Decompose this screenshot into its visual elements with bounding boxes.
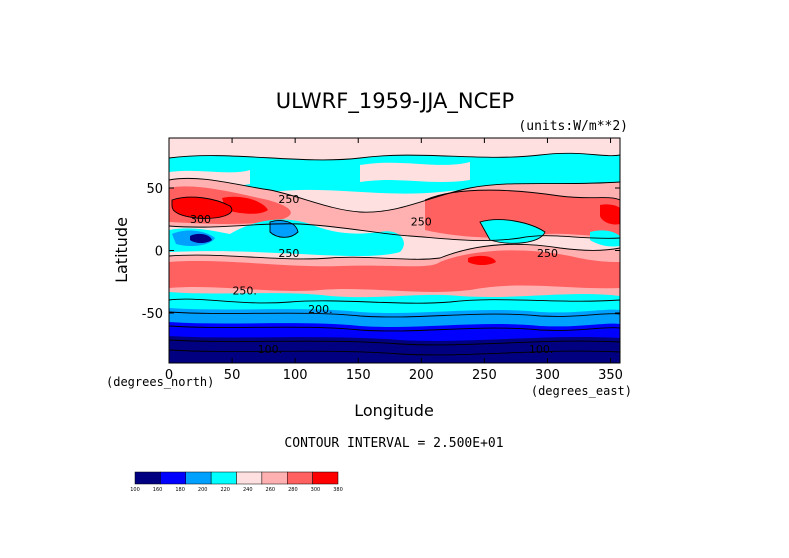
region-south-warm-inner xyxy=(169,250,620,292)
contour-label: 100. xyxy=(529,343,554,356)
colorbar-level-label: 300 xyxy=(311,487,321,493)
colorbar-swatch xyxy=(160,471,186,485)
x-tick-label: 100 xyxy=(283,368,308,383)
y-axis-ticks: 50 0 -50 xyxy=(142,182,620,322)
chart-title: ULWRF_1959-JJA_NCEP xyxy=(276,89,514,114)
y-tick-label: -50 xyxy=(142,307,163,322)
x-axis-ticks: 0 50 100 150 200 250 300 350 xyxy=(165,138,623,383)
x-unit-label: (degrees_east) xyxy=(531,384,632,398)
colorbar-level-label: 200 xyxy=(198,487,208,493)
region-north-patch-2 xyxy=(360,162,470,182)
y-tick-label: 0 xyxy=(155,245,163,260)
contour-lines xyxy=(169,152,620,356)
region-north-hot-west-2 xyxy=(222,196,268,214)
contour-175-south xyxy=(169,325,620,332)
colorbar-level-label: 180 xyxy=(175,487,185,493)
colorbar-level-label: 240 xyxy=(243,487,253,493)
region-north-warm-east xyxy=(425,190,620,238)
contour-interval-text: CONTOUR INTERVAL = 2.500E+01 xyxy=(284,436,503,451)
colorbar-swatch xyxy=(210,471,237,485)
colorbar-level-label: 160 xyxy=(153,487,163,493)
contour-label: 300 xyxy=(190,213,211,226)
contour-label: 250 xyxy=(537,247,558,260)
y-axis-label: Latitude xyxy=(112,217,131,283)
colorbar-swatch xyxy=(287,471,313,485)
colorbar-level-label: 100 xyxy=(130,487,140,493)
colorbar-swatch xyxy=(134,471,161,485)
contour-labels: 300 250 250 250 250 250. 200. 100. 100. xyxy=(190,193,558,356)
x-tick-label: 200 xyxy=(409,368,434,383)
x-tick-label: 150 xyxy=(346,368,371,383)
contour-label: 100. xyxy=(258,343,283,356)
contour-125-south xyxy=(169,349,620,356)
colorbar-swatch xyxy=(185,471,212,485)
contour-275-east xyxy=(424,189,620,201)
x-tick-label: 300 xyxy=(535,368,560,383)
y-tick-label: 50 xyxy=(146,182,163,197)
contour-250-equator xyxy=(169,223,620,242)
contour-label: 250 xyxy=(411,216,432,229)
colorbar-swatch xyxy=(236,471,263,485)
colorbar-level-label: 280 xyxy=(288,487,298,493)
colorbar-level-label: 260 xyxy=(266,487,276,493)
contour-label: 250. xyxy=(232,284,257,297)
contour-225-arctic xyxy=(169,152,620,161)
x-axis-label: Longitude xyxy=(354,401,434,420)
x-tick-label: 0 xyxy=(165,368,173,383)
x-tick-label: 250 xyxy=(472,368,497,383)
contour-200-indian xyxy=(269,220,299,238)
colorbar-level-label: 220 xyxy=(220,487,230,493)
region-equator-deepest xyxy=(190,233,212,243)
contour-label: 250 xyxy=(278,193,299,206)
contour-label: 200. xyxy=(308,303,333,316)
x-tick-label: 350 xyxy=(598,368,623,383)
y-unit-label: (degrees_north) xyxy=(106,375,214,389)
region-equator-west xyxy=(169,219,404,256)
colorbar-swatch xyxy=(312,471,339,485)
contour-250-south-2 xyxy=(169,298,620,304)
colorbar-level-label: 380 xyxy=(333,487,343,493)
region-south-hot xyxy=(468,255,496,265)
colorbar-swatch xyxy=(261,471,288,485)
contour-150-south xyxy=(169,339,620,346)
contour-label: 250 xyxy=(278,247,299,260)
contour-250-north xyxy=(169,177,620,213)
region-north-hot-east xyxy=(600,204,620,225)
region-equator-indian xyxy=(270,220,298,238)
contour-200-south xyxy=(169,311,620,318)
region-north-hot-west xyxy=(172,197,232,219)
contour-250-south xyxy=(169,243,620,260)
plot-field: 300 250 250 250 250 250. 200. 100. 100. xyxy=(169,138,620,363)
contour-225-pacific xyxy=(479,219,546,244)
region-equator-pacific xyxy=(480,219,545,244)
contour-300-west xyxy=(171,196,233,219)
units-label: (units:W/m**2) xyxy=(518,119,628,134)
x-tick-label: 50 xyxy=(224,368,241,383)
colorbar: 100 160 180 200 220 240 260 280 300 380 xyxy=(130,471,343,493)
